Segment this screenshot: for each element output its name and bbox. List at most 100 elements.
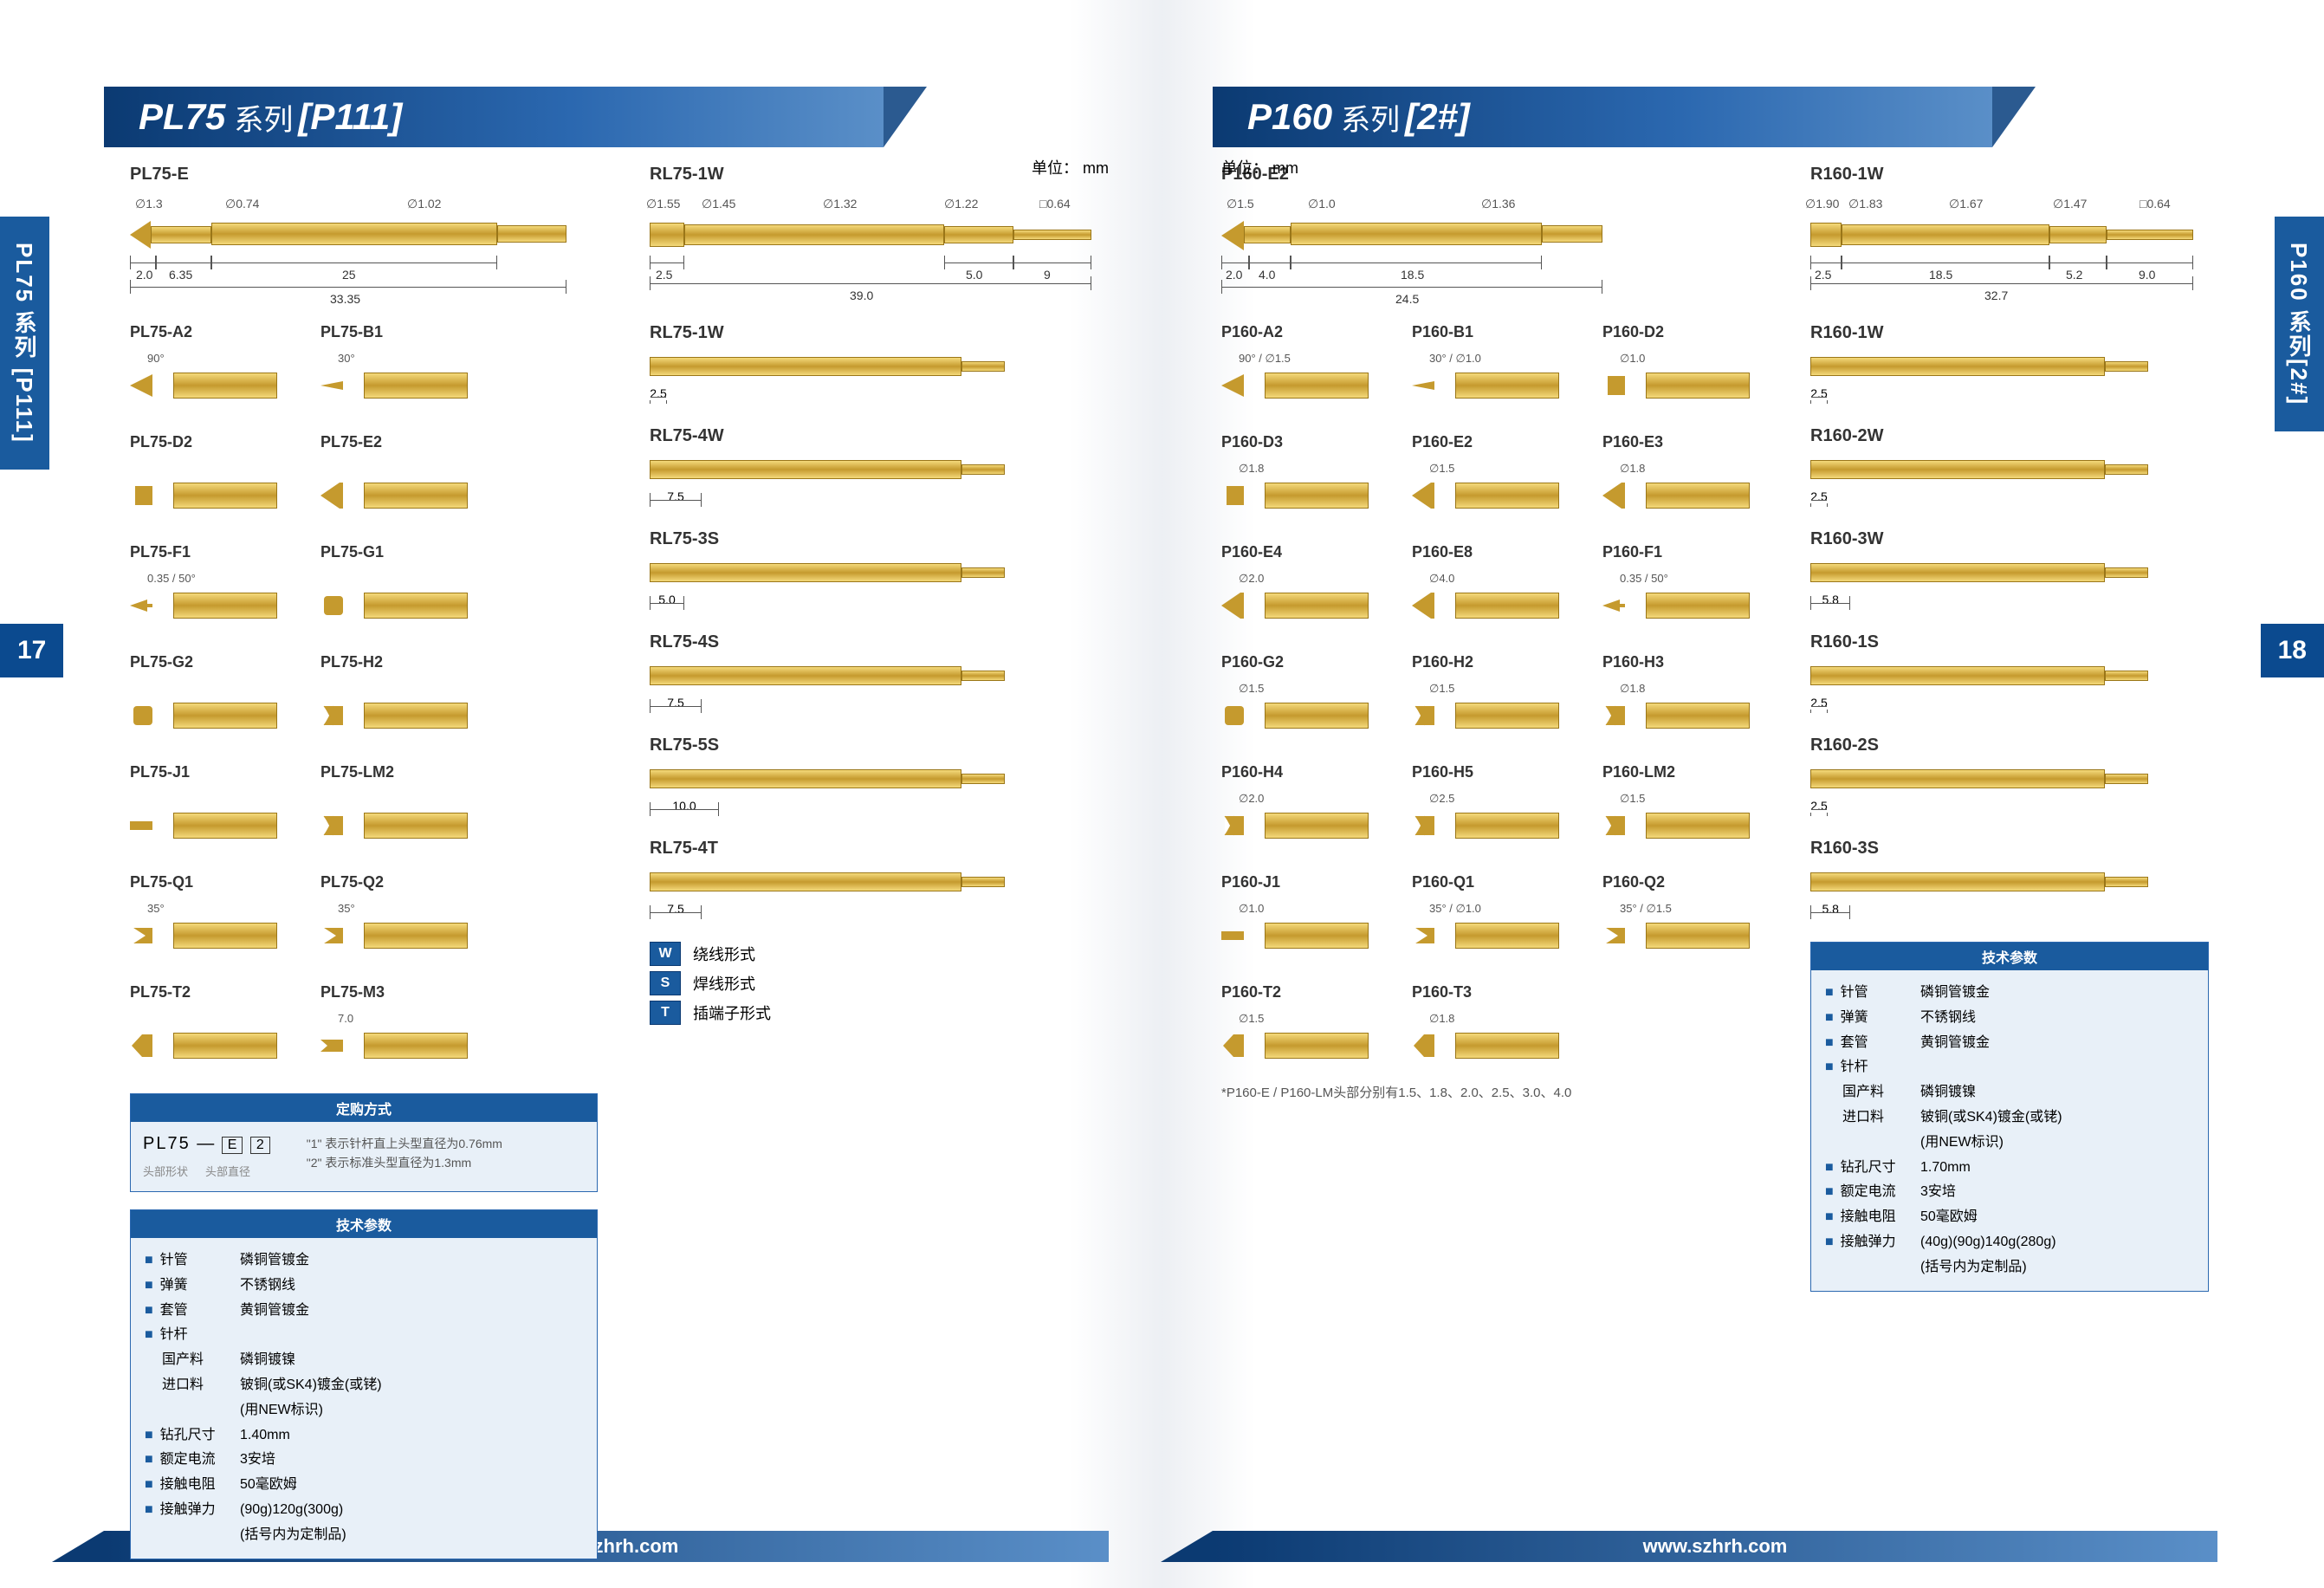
tip-body	[1455, 813, 1559, 839]
tip-body	[1265, 703, 1369, 729]
order-box1: E	[222, 1137, 243, 1154]
tip-item: P160-J1 ∅1.0	[1221, 873, 1377, 957]
dim: ∅1.36	[1481, 197, 1515, 211]
tip-body	[1646, 923, 1750, 949]
tip-dim: ∅1.8	[1620, 682, 1645, 696]
tip-item: PL75-D2	[130, 433, 286, 517]
tip-item: PL75-A2 90°	[130, 323, 286, 407]
tip-dim: ∅1.0	[1239, 902, 1264, 916]
spec-row: 国产料磷铜镀镍	[1825, 1080, 2194, 1105]
legend-badge: W	[650, 942, 681, 966]
spec-row: ■套管黄铜管镀金	[145, 1299, 583, 1324]
recep-item: R160-2S 2.5	[1810, 736, 2209, 804]
recep-dim: 2.5	[1810, 493, 1828, 507]
dim: ∅1.5	[1227, 197, 1254, 211]
tip-label: PL75-G2	[130, 653, 286, 671]
recep-body	[1810, 769, 2105, 788]
recep-stub	[961, 671, 1005, 681]
recep-seg	[2049, 226, 2107, 243]
tip-body	[364, 483, 468, 509]
tip-item: P160-E8 ∅4.0	[1412, 543, 1568, 627]
tip-body	[1455, 703, 1559, 729]
recep-tail	[1013, 230, 1091, 240]
recep-label: RL75-4W	[650, 426, 1100, 446]
recep-dim: 2.5	[1810, 390, 1828, 404]
tip-item: P160-Q1 35° / ∅1.0	[1412, 873, 1568, 957]
recep-label: R160-1W	[1810, 165, 2209, 185]
dim: 24.5	[1395, 292, 1419, 306]
recep-label: R160-3W	[1810, 529, 2209, 549]
spec-box-p160: 技术参数 ■针管磷铜管镀金■弹簧不锈钢线■套管黄铜管镀金■针杆国产料磷铜镀镍进口…	[1810, 942, 2209, 1292]
hdr-bracket: [2#]	[1405, 96, 1470, 138]
tip-label: PL75-F1	[130, 543, 286, 561]
tip-body	[173, 373, 277, 399]
recep-stub	[961, 361, 1005, 372]
tip-item: P160-T2 ∅1.5	[1221, 983, 1377, 1067]
recep-label: RL75-4S	[650, 632, 1100, 652]
tip-dim: ∅1.5	[1239, 682, 1264, 696]
spec-row: 进口料铍铜(或SK4)镀金(或铑)	[1825, 1105, 2194, 1131]
recep-dim: 10.0	[650, 802, 719, 816]
recep-body	[650, 563, 961, 582]
spec-row: (括号内为定制品)	[1825, 1255, 2194, 1280]
recep-stub	[2105, 671, 2148, 681]
bottom-corner-left	[52, 1531, 104, 1562]
dim: ∅1.47	[2053, 197, 2087, 211]
tip-label: P160-F1	[1602, 543, 1758, 561]
spec-row: ■针管磷铜管镀金	[1825, 981, 2194, 1006]
tip-item: P160-Q2 35° / ∅1.5	[1602, 873, 1758, 957]
tip-item: P160-H2 ∅1.5	[1412, 653, 1568, 737]
tip-body	[1646, 813, 1750, 839]
order-sublabel: 头部形状	[143, 1163, 188, 1179]
tip-label: P160-D3	[1221, 433, 1377, 451]
right-side-tab: P160 系列[2#]	[2275, 217, 2324, 431]
order-box: 定购方式 PL75 — E 2 头部形状 头部直径	[130, 1093, 598, 1192]
tip-body	[1455, 483, 1559, 509]
tip-dim: 0.35 / 50°	[147, 572, 196, 585]
tip-label: PL75-E2	[320, 433, 476, 451]
hdr-bracket: [P111]	[298, 96, 402, 138]
tip-body	[1265, 373, 1369, 399]
hdr-right-corner	[1992, 87, 2036, 147]
tip-item: P160-D3 ∅1.8	[1221, 433, 1377, 517]
dim: ∅1.22	[944, 197, 978, 211]
spec-row: ■钻孔尺寸1.70mm	[1825, 1156, 2194, 1181]
page-number-left: 17	[0, 624, 63, 677]
recep-item: R160-3W 5.8	[1810, 529, 2209, 598]
recep-body	[650, 769, 961, 788]
probe-tail	[1542, 225, 1602, 243]
tip-dim: ∅2.0	[1239, 572, 1264, 586]
header-right: P160 系列 [2#]	[1213, 87, 1992, 147]
dim: ∅1.32	[823, 197, 857, 211]
tip-label: PL75-T2	[130, 983, 286, 1001]
r160-recep-gallery: R160-1W 2.5 R160-2W 2.5 R160-3W 5.8 R160…	[1810, 323, 2209, 907]
bottom-corner-right	[1161, 1531, 1213, 1562]
tip-item: PL75-LM2	[320, 763, 476, 847]
dim: ∅1.90	[1805, 197, 1839, 211]
recep-head	[1810, 223, 1842, 247]
legend-text: 绕线形式	[693, 943, 755, 965]
dim: ∅1.55	[646, 197, 680, 211]
dim: □0.64	[1039, 197, 1071, 211]
recep-label: RL75-4T	[650, 839, 1100, 859]
tip-body	[364, 813, 468, 839]
recep-dim: 2.5	[1810, 802, 1828, 816]
tip-label: PL75-J1	[130, 763, 286, 781]
tip-body	[1265, 483, 1369, 509]
tip-item: PL75-F1 0.35 / 50°	[130, 543, 286, 627]
tip-dim: 35°	[338, 902, 355, 915]
spec-row: ■接触电阻50毫欧姆	[1825, 1205, 2194, 1230]
tip-body	[1455, 923, 1559, 949]
recep-body	[650, 357, 961, 376]
dim: □0.64	[2140, 197, 2171, 211]
recep-item: RL75-5S 10.0	[650, 736, 1100, 804]
pl75-main-block: PL75-E ∅1.3 ∅0.74 ∅1.02 2.0 6.35 25 33.3…	[130, 165, 598, 1559]
recep-barrel	[684, 224, 944, 245]
tip-body	[1646, 483, 1750, 509]
tip-body	[1265, 593, 1369, 619]
probe-label: PL75-E	[130, 165, 598, 185]
recep-stub	[961, 567, 1005, 578]
recep-item: RL75-4W 7.5	[650, 426, 1100, 495]
tip-dim: ∅1.8	[1620, 462, 1645, 476]
order-box2: 2	[250, 1137, 270, 1154]
